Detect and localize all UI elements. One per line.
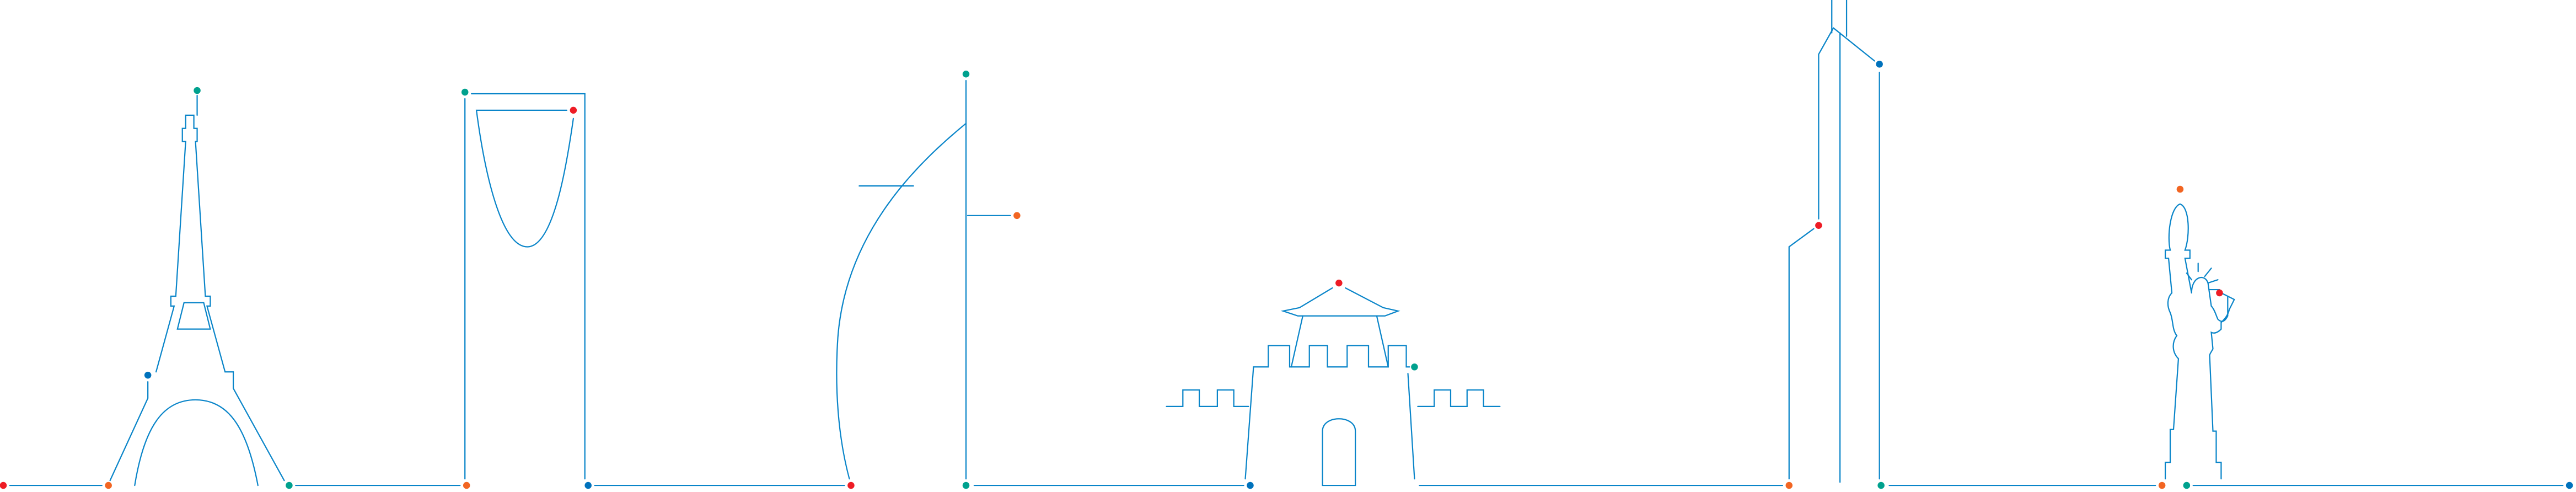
node-dot-blue (1876, 61, 1883, 68)
statue-of-liberty-icon (2164, 203, 2235, 480)
node-dot-orange (1785, 482, 1793, 489)
node-dot-teal (962, 482, 970, 489)
skyscraper-icon (1788, 0, 1880, 483)
node-dot-teal (1411, 363, 1418, 371)
node-dot-blue (1247, 482, 1254, 489)
node-dot-red (1335, 279, 1343, 287)
node-dot-teal (2183, 482, 2191, 489)
node-dot-teal (461, 88, 469, 96)
sail-tower-icon (836, 80, 1011, 480)
node-dot-orange (463, 482, 470, 489)
node-dot-blue (144, 371, 152, 379)
asian-temple-gate-icon (1166, 287, 1501, 486)
node-dot-teal (962, 70, 970, 78)
node-dot-teal (194, 87, 201, 94)
node-dot-blue (584, 482, 592, 489)
node-dot-orange (2176, 185, 2184, 193)
node-dot-red (570, 106, 577, 114)
kingdom-centre-tower-icon (464, 93, 586, 480)
node-dot-red (2216, 289, 2223, 297)
eiffel-tower-icon (109, 94, 285, 486)
node-dot-teal (1877, 482, 1885, 489)
node-dot-red (0, 482, 7, 489)
node-dot-red (1815, 222, 1822, 229)
node-dot-red (847, 482, 855, 489)
node-dot-orange (2158, 482, 2166, 489)
node-dot-orange (1013, 212, 1021, 220)
node-dot-orange (105, 482, 112, 489)
node-dot-blue (2566, 482, 2573, 489)
node-dot-teal (286, 482, 293, 489)
